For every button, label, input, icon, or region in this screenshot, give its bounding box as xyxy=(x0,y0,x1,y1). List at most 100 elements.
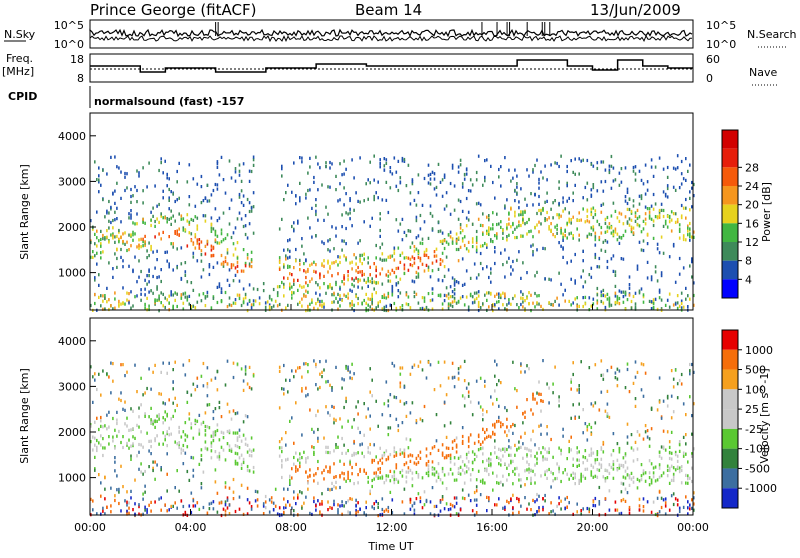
power-cell xyxy=(116,217,118,221)
power-cell xyxy=(682,177,685,181)
power-cell xyxy=(202,199,205,203)
power-cell xyxy=(210,244,213,248)
velocity-cell xyxy=(238,507,241,511)
velocity-cell xyxy=(526,468,528,472)
power-cell xyxy=(357,296,359,301)
power-cell xyxy=(220,228,223,232)
power-cell xyxy=(461,209,464,213)
velocity-cell xyxy=(624,452,627,456)
velocity-cell xyxy=(512,469,514,474)
power-cell xyxy=(403,267,406,271)
velocity-cell xyxy=(224,485,227,489)
velocity-cell xyxy=(691,498,693,502)
power-cell xyxy=(518,306,520,310)
power-cell xyxy=(689,190,691,194)
power-cell xyxy=(604,294,607,298)
power-cell xyxy=(674,280,677,284)
velocity-cell xyxy=(108,375,110,379)
power-cell xyxy=(592,225,595,229)
velocity-cell xyxy=(150,387,152,391)
power-cell xyxy=(106,172,108,176)
power-cell xyxy=(339,162,341,166)
power-cell xyxy=(618,219,621,223)
velocity-cell xyxy=(471,509,474,513)
power-cell xyxy=(431,307,434,311)
power-cell xyxy=(538,177,540,181)
velocity-cell xyxy=(494,389,496,393)
power-cell xyxy=(636,267,639,271)
power-cell xyxy=(154,235,156,239)
power-cell xyxy=(592,206,595,210)
velocity-cell xyxy=(293,455,295,460)
velocity-cell xyxy=(96,512,98,516)
power-cell xyxy=(331,162,333,166)
power-cell xyxy=(160,291,162,295)
velocity-cell xyxy=(592,475,595,479)
power-cell xyxy=(532,301,534,305)
velocity-cell xyxy=(626,422,629,426)
velocity-cell xyxy=(441,497,444,501)
power-cell xyxy=(361,286,363,290)
power-cell xyxy=(439,262,442,266)
velocity-cell xyxy=(389,453,392,457)
velocity-cell xyxy=(166,509,168,513)
velocity-cell xyxy=(293,441,295,445)
velocity-cell xyxy=(341,377,343,381)
power-cell xyxy=(144,306,146,310)
power-cell xyxy=(600,299,603,304)
velocity-cell xyxy=(578,450,580,454)
power-cell xyxy=(676,218,679,222)
power-cell xyxy=(437,229,440,234)
velocity-cell xyxy=(301,389,303,393)
velocity-cell xyxy=(369,390,371,394)
velocity-cell xyxy=(118,429,120,434)
power-cell xyxy=(636,216,639,220)
velocity-cell xyxy=(504,447,506,451)
velocity-cell xyxy=(341,471,343,475)
power-cell xyxy=(371,307,373,311)
power-cell xyxy=(104,296,106,300)
power-cell xyxy=(407,229,410,233)
power-cell xyxy=(180,277,183,281)
power-cell xyxy=(510,302,512,306)
velocity-cell xyxy=(367,446,369,450)
power-cell xyxy=(186,180,189,184)
velocity-cell xyxy=(347,473,349,477)
power-cell xyxy=(674,188,677,192)
power-cell xyxy=(317,188,319,192)
power-cell xyxy=(453,288,456,292)
power-cell xyxy=(100,242,102,246)
velocity-cell xyxy=(598,485,601,490)
velocity-cell xyxy=(337,508,339,512)
velocity-cell xyxy=(540,451,542,455)
power-cell xyxy=(158,168,160,173)
power-ylabel: Slant Range [km] xyxy=(18,164,31,260)
power-cell xyxy=(349,288,351,292)
velocity-cell xyxy=(130,428,132,432)
power-cell xyxy=(407,303,410,307)
velocity-cell xyxy=(391,498,394,502)
power-cell xyxy=(429,204,432,208)
power-cell xyxy=(606,215,609,220)
power-cell xyxy=(385,258,388,262)
power-cell xyxy=(100,304,102,308)
velocity-cell xyxy=(520,504,522,508)
velocity-cell xyxy=(514,387,516,391)
power-cell xyxy=(363,199,365,203)
power-cell xyxy=(152,250,154,254)
power-cell xyxy=(614,178,617,182)
velocity-cell xyxy=(373,471,375,475)
velocity-cell xyxy=(319,385,321,390)
power-cell xyxy=(504,292,506,296)
power-cell xyxy=(210,222,213,226)
velocity-cell xyxy=(387,433,390,437)
velocity-cell xyxy=(112,435,114,439)
velocity-cell xyxy=(278,365,281,369)
velocity-cell xyxy=(158,392,160,396)
velocity-cell xyxy=(670,457,673,461)
velocity-cell xyxy=(616,468,619,472)
power-cell xyxy=(427,181,430,185)
power-cell xyxy=(658,213,661,217)
velocity-cell xyxy=(295,401,297,405)
velocity-cell xyxy=(325,465,327,469)
